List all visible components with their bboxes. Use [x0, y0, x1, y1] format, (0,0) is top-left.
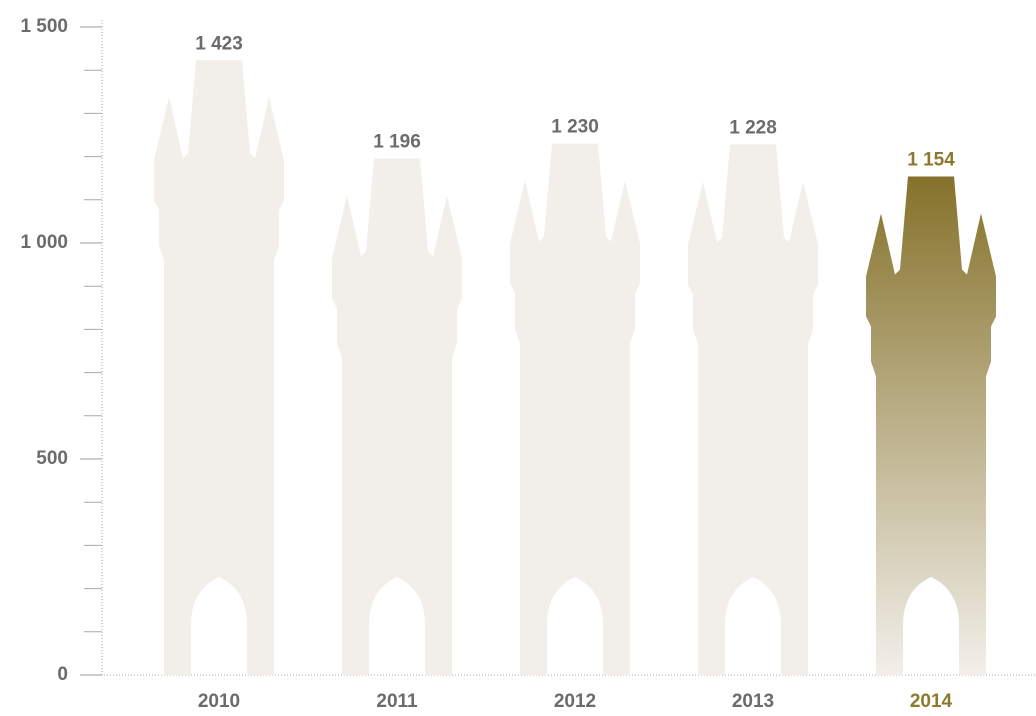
value-label: 1 228 — [729, 118, 777, 139]
bar — [154, 60, 284, 675]
x-tick-label: 2014 — [910, 691, 953, 711]
bar — [332, 158, 462, 675]
x-tick-label: 2013 — [732, 691, 774, 711]
y-tick-label: 1 500 — [20, 16, 68, 37]
x-tick-label: 2012 — [554, 691, 596, 711]
chart: 0 500 1 000 1 500 1 423 2010 1 196 2011 1 230 201… — [0, 0, 1036, 711]
bar — [688, 145, 818, 675]
bar — [510, 144, 640, 675]
value-label: 1 423 — [195, 33, 243, 54]
x-tick-label: 2011 — [376, 691, 418, 711]
y-tick-label: 0 — [57, 664, 68, 685]
value-label: 1 196 — [373, 131, 421, 152]
value-label: 1 154 — [907, 149, 955, 170]
x-tick-label: 2010 — [198, 691, 240, 711]
bar — [866, 176, 996, 675]
y-tick-label: 500 — [36, 448, 68, 469]
y-tick-label: 1 000 — [20, 232, 68, 253]
value-label: 1 230 — [551, 117, 599, 138]
